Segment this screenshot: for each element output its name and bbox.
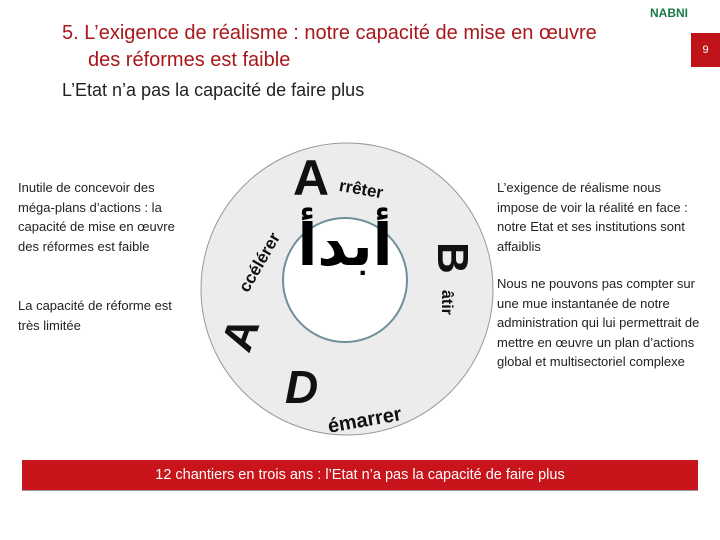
- right-paragraph-1: L’exigence de réalisme nous impose de vo…: [497, 180, 688, 254]
- wheel-center-text: أبدأ: [297, 207, 392, 279]
- right-word: âtir: [438, 290, 455, 315]
- inner-circle: [282, 217, 408, 343]
- right-paragraph-2: Nous ne pouvons pas compter sur une mue …: [497, 276, 700, 369]
- abda-wheel-diagram: أبدأ A rrêter B âtir D émarrer A ccélére…: [200, 142, 494, 438]
- slide-title: 5. L’exigence de réalisme : notre capaci…: [62, 22, 597, 71]
- top-letter: A: [293, 150, 329, 206]
- left-paragraph-1: Inutile de concevoir des méga-plans d’ac…: [18, 180, 175, 254]
- logo: NABNI: [650, 6, 688, 20]
- summary-banner: 12 chantiers en trois ans : l’Etat n’a p…: [22, 460, 698, 490]
- left-paragraph-2: La capacité de réforme est très limitée: [18, 298, 172, 333]
- page-number: 9: [691, 33, 720, 67]
- divider: [22, 490, 698, 491]
- right-letter: B: [428, 242, 477, 274]
- slide-subtitle: L’Etat n’a pas la capacité de faire plus: [62, 80, 365, 100]
- bottom-letter: D: [285, 361, 318, 413]
